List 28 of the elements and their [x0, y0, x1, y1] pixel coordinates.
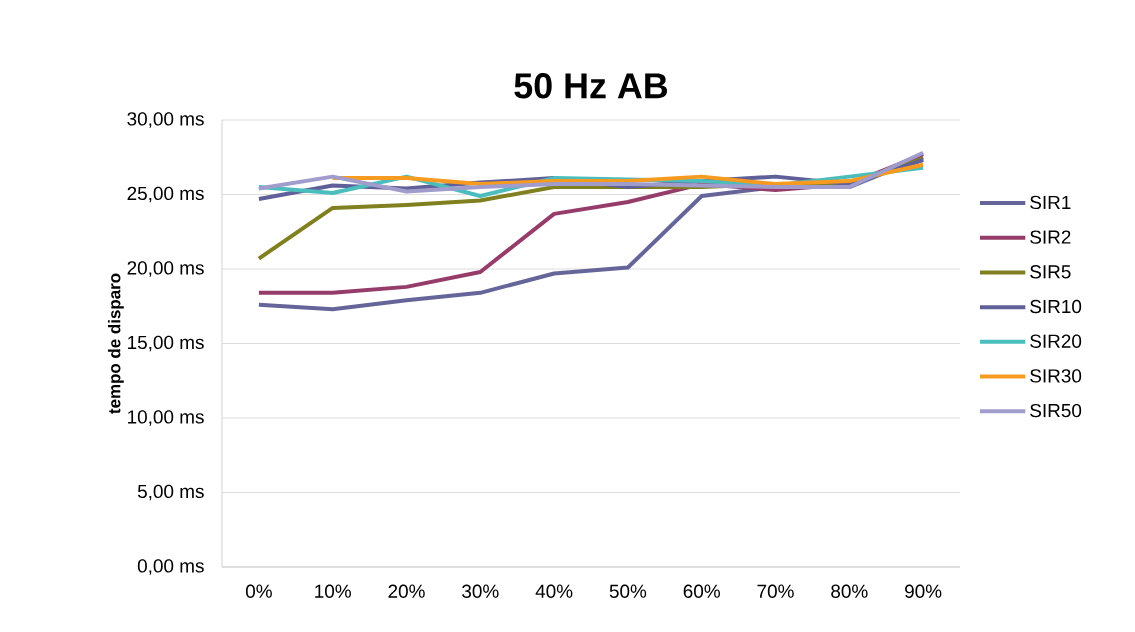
legend-label: SIR5 [1030, 265, 1071, 279]
y-tick-label: 5,00 ms [137, 484, 204, 501]
x-tick-label: 80% [831, 584, 868, 598]
x-tick-label: 30% [462, 584, 499, 598]
line-series [256, 150, 926, 194]
x-tick-label: 20% [388, 584, 425, 598]
x-tick-label: 70% [757, 584, 794, 598]
legend-label: SIR10 [1030, 299, 1082, 314]
chart-title: 50 Hz AB [514, 73, 668, 99]
x-tick-label: 60% [683, 584, 720, 598]
x-tick-label: 50% [609, 584, 647, 598]
x-tick-label: 90% [905, 584, 942, 598]
y-axis-title: tempo de disparo [108, 273, 124, 414]
line-series [330, 162, 926, 187]
y-tick-label: 10,00 ms [128, 410, 204, 426]
legend-label: SIR20 [1030, 334, 1082, 348]
legend-label: SIR2 [1030, 230, 1071, 244]
x-tick-label: 10% [315, 584, 351, 598]
legend-label: SIR50 [1030, 403, 1082, 418]
y-tick-label: 20,00 ms [127, 261, 204, 277]
legend-label: SIR1 [1030, 195, 1071, 210]
y-tick-label: 30,00 ms [127, 112, 204, 128]
legend-label: SIR30 [1030, 369, 1082, 383]
y-tick-label: 15,00 ms [128, 335, 204, 352]
y-tick-label: 0,00 ms [137, 559, 204, 575]
y-tick-label: 25,00 ms [127, 186, 204, 203]
x-tick-label: 40% [535, 584, 573, 598]
x-tick-label: 0% [245, 584, 272, 598]
